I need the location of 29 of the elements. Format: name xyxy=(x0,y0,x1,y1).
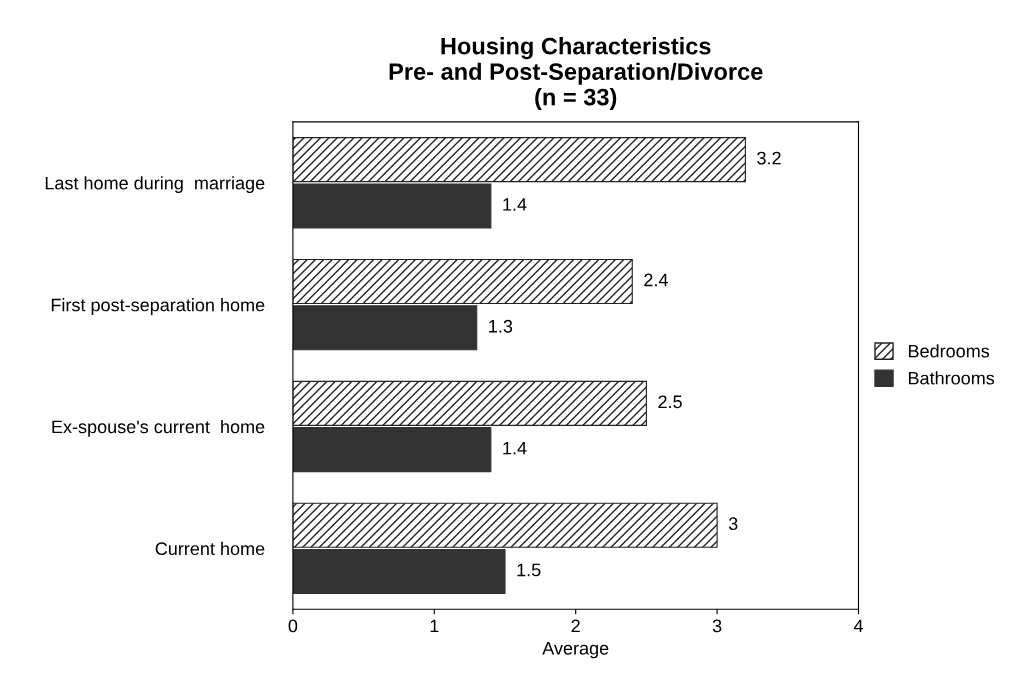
y-tick-label: First post-separation home xyxy=(51,298,265,315)
x-axis-title: Average xyxy=(542,642,609,659)
data-label: 1.3 xyxy=(489,319,513,333)
data-label: 3.2 xyxy=(757,151,781,165)
bar xyxy=(292,258,633,305)
bar xyxy=(292,183,492,229)
data-label: 1.4 xyxy=(503,198,527,211)
y-tick-label: Last home during marriage xyxy=(45,176,265,194)
x-tick-label: 1 xyxy=(430,619,439,633)
data-label: 3 xyxy=(728,517,738,531)
bar xyxy=(292,502,718,548)
data-label: 2.4 xyxy=(644,273,668,287)
bar xyxy=(292,305,478,351)
legend-label: Bathrooms xyxy=(908,371,995,385)
x-tick-label: 4 xyxy=(853,619,863,633)
bar xyxy=(292,137,746,183)
x-tick-label: 0 xyxy=(288,619,298,633)
data-label: 1.5 xyxy=(517,563,541,577)
x-tick-label: 3 xyxy=(712,619,722,633)
legend-label: Bedrooms xyxy=(908,344,990,358)
data-label: 2.5 xyxy=(658,395,682,409)
x-tick-label: 2 xyxy=(571,619,580,633)
y-tick-label: Current home xyxy=(155,541,265,556)
bar xyxy=(292,380,647,426)
bar xyxy=(292,548,506,595)
chart-title: Housing Characteristics Pre- and Post-Separation/Divorce (n = 33) xyxy=(389,37,763,111)
data-label: 1.4 xyxy=(503,441,527,455)
bar xyxy=(292,427,492,473)
y-tick-label: Ex-spouse's current home xyxy=(52,419,265,437)
